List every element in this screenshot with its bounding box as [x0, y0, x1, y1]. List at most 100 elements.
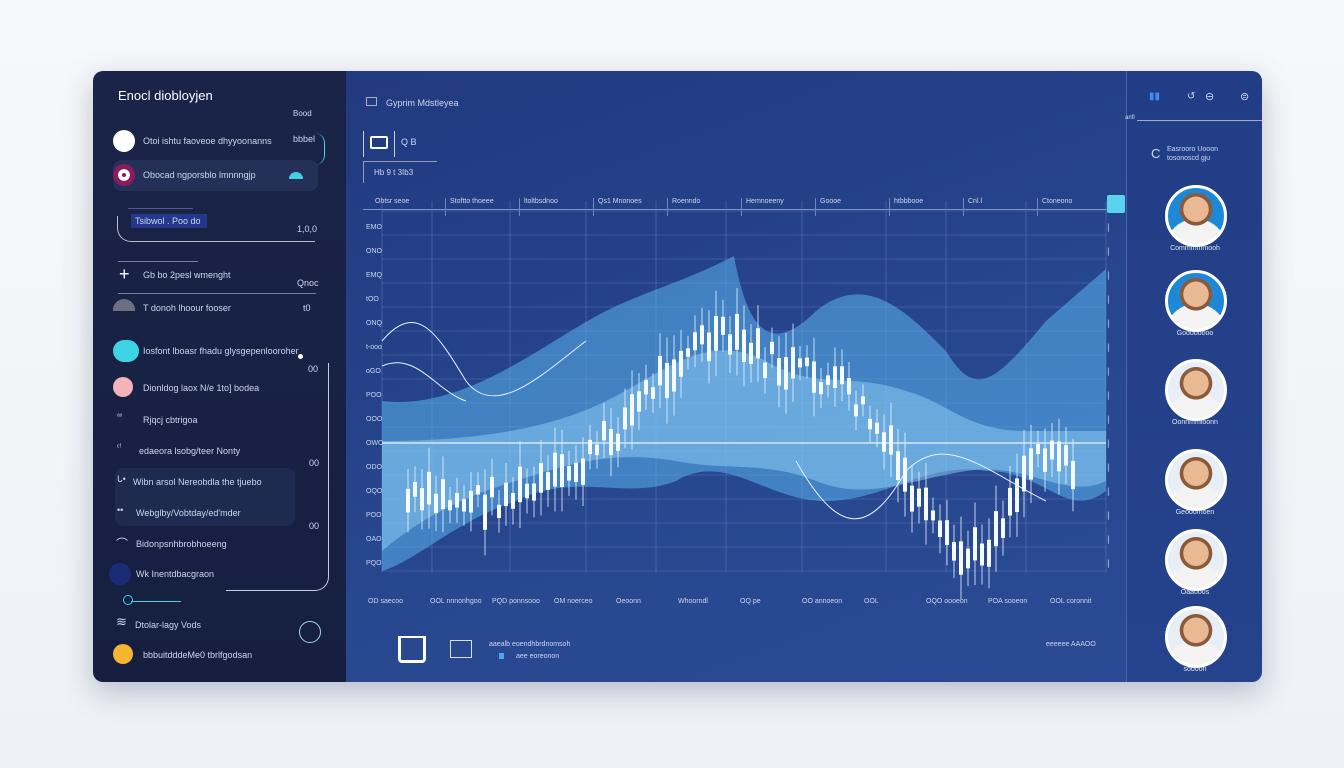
dots-icon: ᵃᵒ: [117, 413, 123, 420]
y-tick-label: POO: [366, 512, 382, 519]
sidebar-item[interactable]: + Gb bo 2pesl wmenght Qnoc: [119, 264, 319, 288]
candle: [546, 472, 550, 490]
column-header[interactable]: Stoftto thoeee: [445, 198, 494, 216]
candlestick-chart: [381, 201, 1107, 600]
y-tick-label: OWO: [366, 440, 384, 447]
candle: [924, 487, 928, 521]
column-header[interactable]: Goooe: [815, 198, 841, 216]
dashboard-window: Enocl diobloyjen Bood Otoi ishtu faoveoe…: [93, 71, 1262, 682]
candle: [511, 492, 515, 509]
sidebar-item[interactable]: ⌒ Bidonpsnhbrobhoeeng: [116, 537, 227, 551]
sidebar-item[interactable]: Dionldog laox N/e 1to] bodea: [113, 377, 318, 399]
candle: [812, 361, 816, 393]
person-avatar[interactable]: [1165, 529, 1227, 591]
sidebar-item[interactable]: ᵃᵒ Rjqcj cbtrigoa: [117, 413, 198, 425]
candle: [581, 458, 585, 485]
x-tick-label: PQD ponnsooo: [492, 598, 540, 605]
y-tick-right: ▏: [1108, 273, 1114, 280]
candle: [875, 422, 879, 434]
sidebar-item[interactable]: •• Webglby/Vobtday/ed'mder 00: [117, 505, 320, 531]
candle: [931, 510, 935, 521]
slider-handle[interactable]: [123, 595, 133, 605]
sidebar-item[interactable]: Iosfont lboasr fhadu glysgepenlooroher 00: [113, 340, 318, 374]
person-avatar[interactable]: [1165, 449, 1227, 511]
column-header[interactable]: ltoltbsdnoo: [519, 198, 558, 216]
candle: [651, 387, 655, 399]
candle: [868, 418, 872, 430]
y-tick-right: ▏: [1108, 369, 1114, 376]
candle: [819, 382, 823, 395]
candle: [448, 500, 452, 511]
column-header[interactable]: htbbbooe: [889, 198, 923, 216]
column-header[interactable]: Obtsr seoe: [375, 198, 410, 205]
sidebar-item[interactable]: ᒐ• Wibn arsol Nereobdla the tjuebo: [117, 474, 262, 487]
y-tick-right: ▏: [1108, 561, 1114, 568]
x-tick-label: OD saecoo: [368, 598, 404, 605]
person-avatar[interactable]: [1165, 606, 1227, 668]
y-tick-right: ▏: [1108, 489, 1114, 496]
candle: [539, 463, 543, 493]
column-header[interactable]: Cnl.l: [963, 198, 982, 216]
minus-circle-icon: [113, 377, 133, 397]
view-options[interactable]: Q B: [401, 137, 417, 147]
layout-icon[interactable]: [450, 640, 472, 658]
column-header[interactable]: Qs1 Mnonoes: [593, 198, 642, 216]
sidebar-item[interactable]: bbbuitdddeMe0 tbrlfgodsan: [113, 644, 318, 666]
candle: [623, 407, 627, 430]
x-tick-label: OOL nnnonhgoo: [430, 598, 482, 605]
x-tick-label: OO annoeon: [802, 598, 843, 605]
sidebar-item[interactable]: T donoh lhoour fooser t0: [113, 297, 318, 319]
candle: [861, 396, 865, 405]
wifi-icon: ≋: [116, 614, 127, 629]
sidebar-item[interactable]: Otoi ishtu faoveoe dhyyoonanns bbbel: [113, 130, 318, 152]
view-toggle-button[interactable]: [370, 136, 388, 149]
candle: [1071, 460, 1075, 490]
trash-icon[interactable]: [398, 636, 426, 663]
y-tick-right: ▏: [1108, 537, 1114, 544]
candle: [553, 452, 557, 487]
window-icon: [366, 97, 377, 106]
back-icon[interactable]: C: [1151, 146, 1161, 161]
circle-toggle[interactable]: [299, 621, 321, 643]
y-tick-label: oGO: [366, 368, 381, 375]
tag-icon: ᶜᶠ: [117, 444, 122, 451]
person-avatar[interactable]: [1165, 185, 1227, 247]
candle: [693, 332, 697, 351]
settings-icon[interactable]: ⊖: [1205, 91, 1215, 103]
column-header[interactable]: Hemnoeeny: [741, 198, 784, 216]
refresh-icon[interactable]: ↺: [1187, 91, 1196, 102]
tag-icon: [113, 340, 139, 362]
candle: [945, 520, 949, 546]
column-header[interactable]: Roenndo: [667, 198, 700, 216]
sidebar-item[interactable]: Wk Inentdbacgraon: [109, 563, 318, 585]
panel-title: Easrooro Uooon tosonoscd gju: [1167, 146, 1218, 162]
main-panel: Gyprim Mdstleyea Q B Hb 9 t 3Ib3 Obtsr s…: [346, 71, 1126, 682]
candle: [525, 483, 529, 499]
candle: [1050, 440, 1054, 460]
x-tick-label: OQ pe: [740, 598, 761, 605]
bulb-icon: ⌒: [116, 537, 129, 551]
sidebar-item[interactable]: ᶜᶠ edaeora lsobg/teer Nonty 00: [117, 444, 320, 468]
y-tick-right: ▏: [1108, 297, 1114, 304]
candle: [763, 362, 767, 379]
menu-icon[interactable]: ⊜: [1240, 91, 1250, 103]
chat-icon: ᒐ•: [117, 474, 126, 484]
column-header[interactable]: Ctoneono: [1037, 198, 1072, 216]
sidebar-item[interactable]: ≋ Dtolar-lagy Vods: [116, 614, 202, 630]
candle: [1001, 518, 1005, 538]
sidebar-item[interactable]: Tsibwol . Poo do 1,0,0: [135, 216, 318, 234]
candle: [560, 454, 564, 487]
candle: [469, 490, 473, 513]
range-selector[interactable]: Hb 9 t 3Ib3: [374, 168, 414, 177]
candle: [994, 511, 998, 547]
candle: [749, 342, 753, 364]
person-avatar[interactable]: [1165, 359, 1227, 421]
person-avatar[interactable]: [1165, 270, 1227, 332]
minus-icon: [113, 130, 135, 152]
sidebar-item-selected[interactable]: Obocad ngporsblo lmnnngjp: [113, 164, 318, 186]
person-name: soooon: [1183, 666, 1207, 673]
candle: [938, 520, 942, 538]
candle: [532, 483, 536, 501]
candle: [616, 433, 620, 451]
expand-button[interactable]: [1107, 195, 1125, 213]
